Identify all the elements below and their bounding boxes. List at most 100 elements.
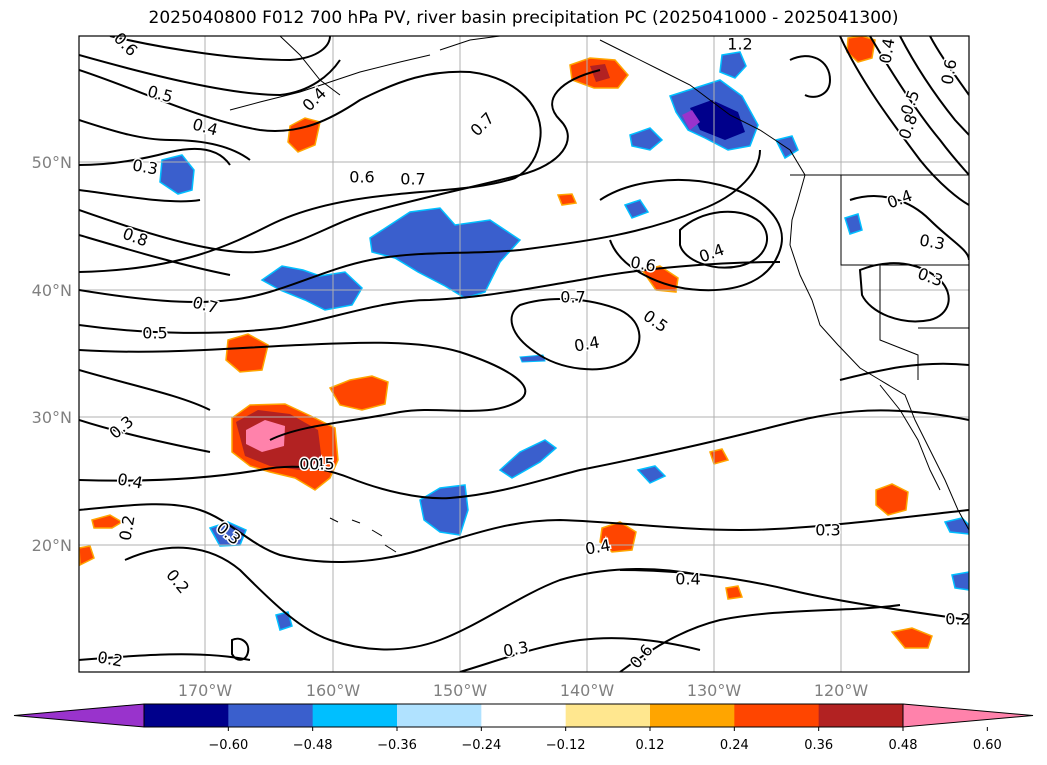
neg-anomaly-area — [519, 354, 546, 363]
colorbar-segment — [397, 704, 482, 727]
lon-label: 130°W — [687, 681, 742, 700]
colorbar-tick-label: −0.48 — [293, 738, 333, 753]
lon-label: 150°W — [433, 681, 488, 700]
neg-anomaly-area — [951, 571, 969, 591]
pv-contour — [899, 36, 969, 136]
pv-contour — [79, 54, 341, 97]
contour-label: 0.4 — [573, 332, 601, 355]
aleutian-islands — [229, 54, 431, 111]
pv-contour — [79, 409, 969, 500]
neg-anomaly-area — [943, 517, 969, 535]
lat-label: 20°N — [32, 536, 72, 555]
contour-label: 0.4 — [191, 115, 221, 140]
pv-contour — [109, 36, 331, 62]
neg-anomaly-area — [419, 484, 469, 536]
neg-anomaly-area — [844, 213, 863, 235]
colorbar-segment — [312, 704, 398, 727]
pv-contour — [789, 55, 832, 98]
contour-label: 0.3 — [106, 412, 138, 443]
pv-contour — [839, 36, 969, 206]
colorbar-ticks: −0.60 −0.48 −0.36 −0.24 −0.12 0.12 0.24 0.36 0.4… — [208, 727, 1002, 753]
neg-anomaly-area — [719, 51, 747, 79]
pv-contour — [849, 195, 969, 261]
pv-contour — [619, 569, 969, 621]
contour-label: 0.2 — [162, 566, 193, 598]
contour-label: 0.6 — [626, 641, 657, 673]
neg-anomaly-area — [260, 265, 363, 311]
pv-contour — [679, 210, 769, 269]
colorbar-tick-label: −0.60 — [208, 738, 248, 753]
pos-anomaly-area — [590, 64, 610, 82]
colorbar-segment — [650, 704, 735, 727]
contour-label: 0.5 — [146, 82, 176, 107]
contour-label: 0.7 — [467, 109, 498, 140]
pv-contour — [79, 419, 211, 453]
pos-anomaly-area — [890, 627, 933, 649]
contour-label: 0.4 — [696, 240, 726, 267]
pv-contour — [79, 189, 201, 203]
pv-contour — [510, 298, 641, 371]
lon-label: 140°W — [560, 681, 615, 700]
colorbar-tick-label: 0.36 — [804, 738, 833, 753]
state-border — [840, 175, 969, 266]
pv-contour — [599, 179, 783, 292]
alaska-coast — [279, 36, 501, 96]
pv-contour — [79, 149, 761, 303]
pos-anomaly-area — [91, 514, 124, 529]
contour-label: 0.7 — [191, 293, 221, 318]
colorbar-frame — [143, 703, 904, 728]
contour-label: 0.3 — [815, 521, 840, 540]
contour-label: 0.2 — [945, 610, 970, 629]
pos-anomaly-area — [556, 193, 578, 206]
neg-anomaly-area — [498, 439, 558, 479]
neg-anomaly-area — [774, 135, 799, 160]
neg-anomaly-area — [682, 110, 700, 130]
lat-label: 50°N — [32, 153, 72, 172]
neg-anomaly-area — [623, 199, 650, 219]
chart-title: 2025040800 F012 700 hPa PV, river basin … — [148, 8, 899, 28]
contour-label: 0.3 — [502, 637, 530, 660]
colorbar-segment — [481, 704, 567, 727]
lat-labels: 50°N 40°N 30°N 20°N — [32, 153, 72, 555]
contour-label: 0.8 — [120, 224, 150, 251]
pv-contour — [79, 503, 969, 563]
pv-contour — [79, 69, 542, 273]
contour-label: 0.4 — [675, 570, 700, 589]
neg-anomaly-area — [159, 154, 195, 195]
colorbar-segment — [818, 704, 904, 727]
pv-contour — [839, 362, 969, 381]
contour-label: 0.4 — [116, 469, 144, 492]
pos-anomaly-area — [287, 117, 321, 153]
precip-anomaly-shading — [79, 36, 969, 649]
pos-anomaly-area — [79, 545, 95, 567]
pos-anomaly-area — [225, 333, 269, 373]
colorbar-segment — [565, 704, 651, 727]
contour-label: 0.8 — [895, 111, 922, 141]
pv-contour — [231, 637, 250, 661]
colorbar — [13, 703, 1034, 728]
pv-contour — [619, 604, 901, 672]
contour-label: 0.6 — [937, 58, 960, 86]
neg-anomaly-area — [275, 611, 293, 631]
north-america-coast — [599, 39, 969, 531]
contour-label: 0.2 — [96, 647, 124, 670]
state-border — [879, 265, 919, 380]
baja-coast — [879, 384, 941, 491]
contour-label: 0.3 — [918, 230, 946, 253]
colorbar-tick-label: −0.12 — [546, 738, 586, 753]
lon-label: 170°W — [178, 681, 233, 700]
pos-anomaly-area — [246, 420, 285, 452]
hawaii-islands — [329, 517, 397, 553]
colorbar-tick-label: 0.24 — [720, 738, 749, 753]
lat-label: 30°N — [32, 408, 72, 427]
pv-contour — [79, 341, 527, 441]
contour-label: 0.4 — [884, 186, 914, 213]
contour-label: 0.5 — [640, 306, 672, 336]
contour-label: 0.7 — [400, 170, 425, 189]
colorbar-extend-low — [13, 703, 145, 728]
pv-contour — [79, 261, 781, 334]
pv-contours — [79, 36, 969, 672]
colorbar-segment — [144, 704, 229, 727]
neg-anomaly-area — [636, 465, 667, 484]
